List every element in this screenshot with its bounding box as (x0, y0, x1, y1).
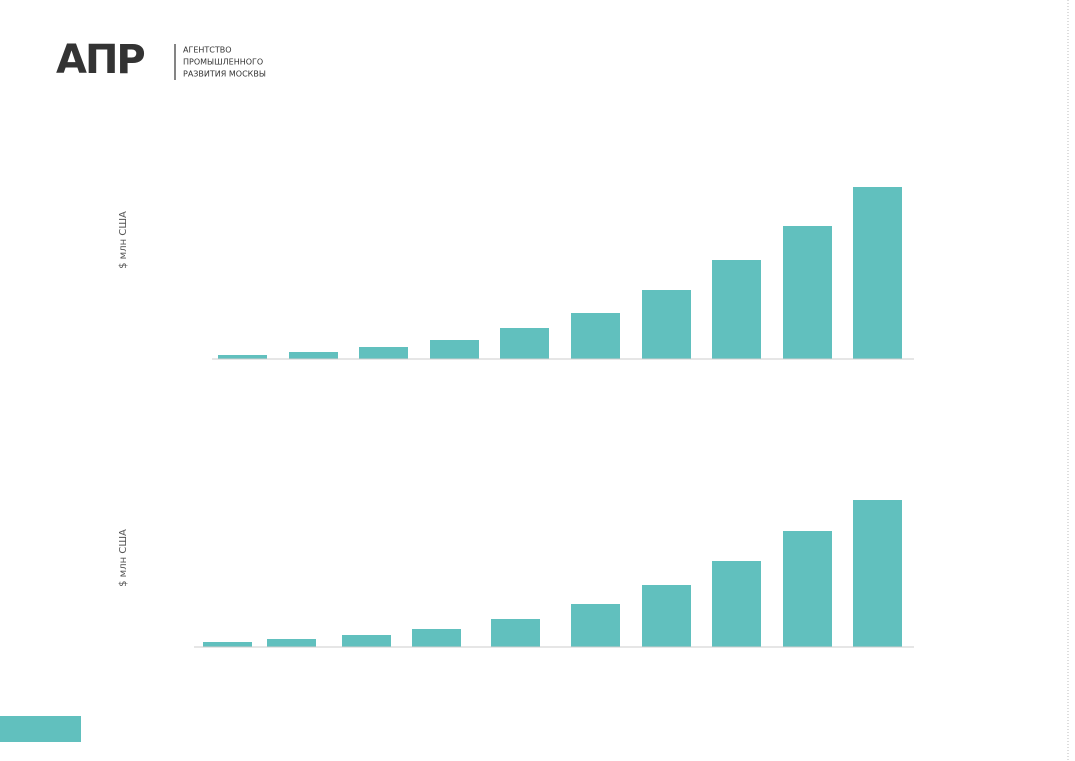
bar (491, 619, 540, 647)
logo-line: РАЗВИТИЯ МОСКВЫ (183, 70, 266, 79)
bar (642, 585, 691, 647)
logo-line: АГЕНТСТВО (183, 46, 232, 55)
bar (218, 355, 267, 359)
logo-line: ПРОМЫШЛЕННОГО (183, 58, 263, 67)
bar (430, 340, 479, 359)
bar (342, 635, 391, 647)
bar (853, 187, 902, 359)
bar (712, 561, 761, 647)
bar (500, 328, 549, 359)
bar (571, 604, 620, 647)
bar (412, 629, 461, 647)
bar (359, 347, 408, 359)
bar (783, 531, 832, 647)
bar (571, 313, 620, 359)
bar (712, 260, 761, 359)
bar (203, 642, 252, 647)
bar (853, 500, 902, 647)
bar (267, 639, 316, 647)
y-axis-label: $ млн США (118, 211, 129, 269)
footer-bar (0, 716, 81, 742)
logo: АПР (56, 37, 144, 83)
bar (289, 352, 338, 359)
y-axis-label: $ млн США (118, 529, 129, 587)
bar (642, 290, 691, 359)
bar (783, 226, 832, 359)
